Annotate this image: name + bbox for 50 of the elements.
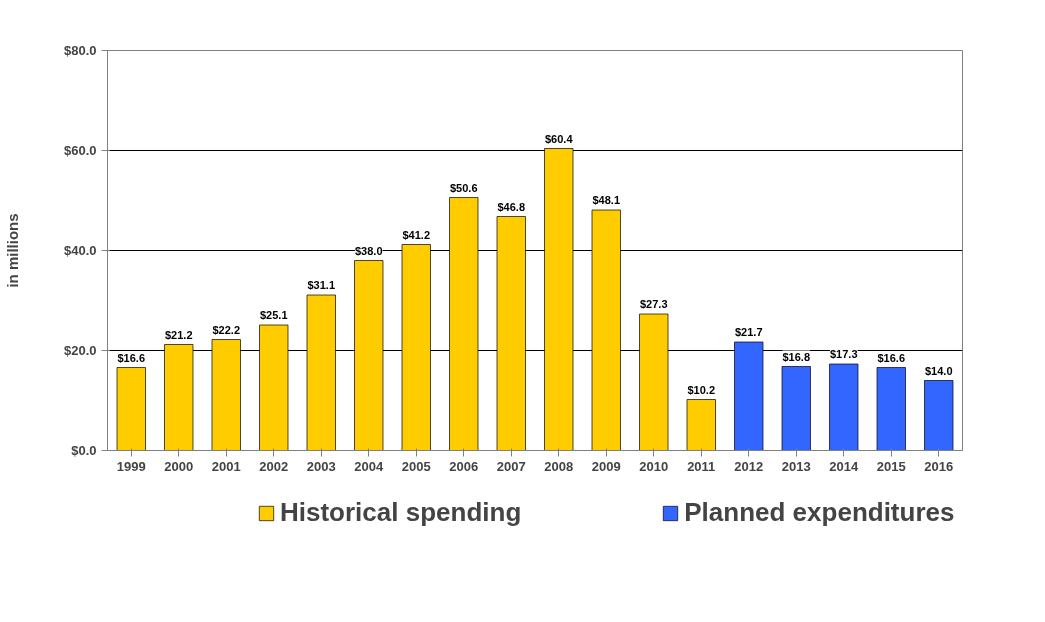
- data-label: $22.2: [212, 323, 241, 336]
- x-tick-label: 1999: [116, 458, 146, 474]
- x-tick-label: 2006: [449, 458, 479, 474]
- bar: [829, 363, 859, 451]
- x-tick-label: 2002: [259, 458, 289, 474]
- x-tick-label: 2004: [354, 458, 384, 474]
- x-tick-label: 2009: [591, 458, 621, 474]
- data-label: $38.0: [354, 244, 383, 257]
- data-label: $21.2: [164, 328, 193, 341]
- data-label: $50.6: [449, 181, 478, 194]
- data-label: $48.1: [592, 194, 621, 206]
- data-label: $16.6: [117, 351, 146, 364]
- data-label: $16.6: [877, 351, 906, 364]
- y-tick-label: $0.0: [71, 443, 97, 458]
- x-tick-label: 2010: [639, 458, 669, 474]
- bar: [686, 399, 716, 451]
- y-axis-title: in millions: [3, 213, 21, 288]
- data-label: $25.1: [259, 309, 288, 321]
- x-tick-label: 2001: [211, 458, 241, 474]
- bar: [116, 367, 146, 451]
- x-tick-label: 2000: [164, 458, 194, 474]
- y-tick-label: $20.0: [63, 343, 97, 358]
- bar: [876, 367, 906, 451]
- x-tick-label: 2003: [306, 458, 336, 474]
- data-label: $14.0: [924, 364, 953, 377]
- x-tick-label: 2014: [829, 458, 859, 474]
- y-tick-label: $60.0: [63, 143, 97, 158]
- x-tick-label: 2005: [401, 458, 431, 474]
- data-label: $21.7: [734, 326, 763, 338]
- y-tick-label: $80.0: [63, 43, 97, 58]
- bar: [781, 366, 811, 451]
- x-tick-label: 2016: [924, 458, 954, 474]
- x-tick-label: 2008: [544, 458, 574, 474]
- data-label: $31.1: [307, 279, 336, 291]
- bar: [924, 380, 954, 451]
- x-tick-label: 2012: [734, 458, 764, 474]
- data-label: $17.3: [829, 348, 858, 360]
- legend-label: Historical spending: [280, 497, 522, 528]
- x-tick-label: 2007: [496, 458, 526, 474]
- x-tick-label: 2011: [687, 458, 716, 474]
- x-tick-label: 2015: [876, 458, 906, 474]
- data-label: $46.8: [497, 200, 526, 213]
- data-label: $16.8: [782, 350, 811, 363]
- data-label: $10.2: [687, 383, 716, 396]
- data-label: $41.2: [402, 228, 431, 241]
- data-label: $27.3: [639, 298, 668, 310]
- legend-label: Planned expenditures: [684, 497, 955, 528]
- data-label: $60.4: [544, 132, 574, 145]
- y-tick-label: $40.0: [63, 243, 97, 258]
- x-tick-label: 2013: [781, 458, 811, 474]
